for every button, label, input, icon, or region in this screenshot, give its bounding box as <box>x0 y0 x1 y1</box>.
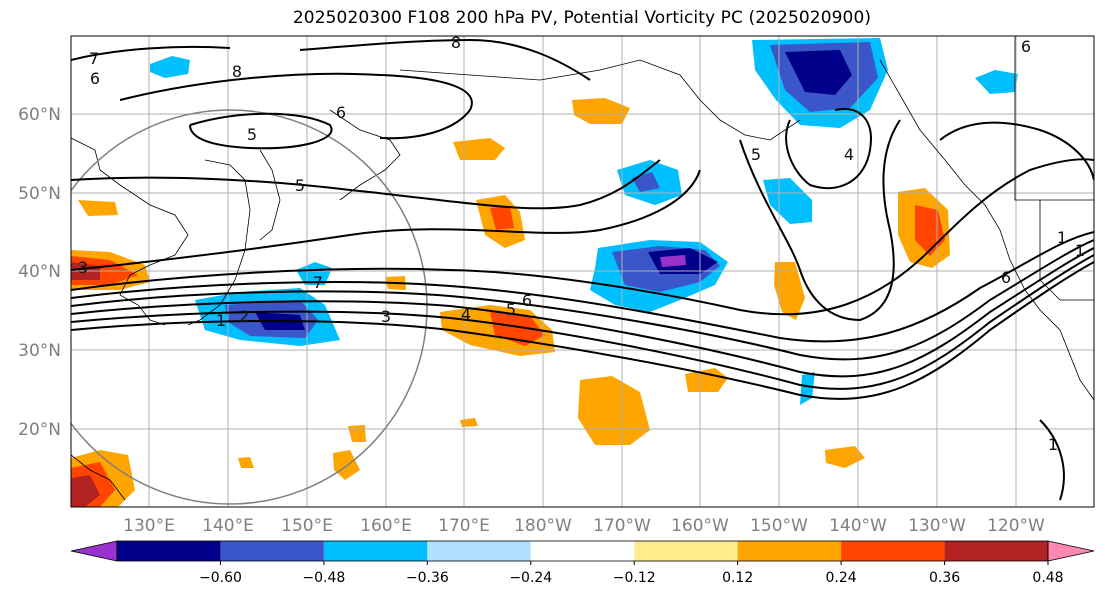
contour-label: 4 <box>844 145 854 164</box>
contour-label: 1 <box>1057 228 1067 247</box>
latitude-labels: 60°N 50°N 40°N 30°N 20°N <box>18 105 61 440</box>
lat-label: 50°N <box>18 184 61 204</box>
colorbar-swatch <box>117 541 221 561</box>
colorbar-swatch <box>944 541 1048 561</box>
neg-patch-nw <box>150 56 190 78</box>
colorbar-tick-label: −0.36 <box>406 570 449 586</box>
lon-label: 160°W <box>671 516 729 536</box>
longitude-labels: 130°E 140°E 150°E 160°E 170°E 180°W 170°W 160°W… <box>123 516 1045 536</box>
lon-label: 150°W <box>750 516 808 536</box>
contour-label: 8 <box>232 62 242 81</box>
lon-label: 140°E <box>202 516 254 536</box>
lon-label: 180°W <box>514 516 572 536</box>
map-frame <box>70 35 1095 508</box>
pv-shading <box>71 38 1018 507</box>
contour-label: 5 <box>295 176 305 195</box>
colorbar-tick-label: 0.36 <box>929 570 960 586</box>
contour-label: 8 <box>451 33 461 52</box>
contour-label: 5 <box>751 145 761 164</box>
lon-label: 170°E <box>438 516 490 536</box>
contour-label: 7 <box>89 49 99 68</box>
colorbar-swatch <box>634 541 738 561</box>
colorbar-tick-label: −0.48 <box>302 570 345 586</box>
contour-label: 1 <box>1048 435 1058 454</box>
lon-label: 140°W <box>829 516 887 536</box>
colorbar-extend-max <box>1047 540 1095 562</box>
contour-label: 6 <box>522 291 532 310</box>
colorbar-frame <box>116 540 1049 562</box>
chart-title: 2025020300 F108 200 hPa PV, Potential Vo… <box>292 8 872 28</box>
contour-label: 2 <box>239 307 249 326</box>
colorbar-tick-label: −0.24 <box>509 570 552 586</box>
contour-label: 4 <box>461 305 471 324</box>
highlight-circle <box>71 109 428 505</box>
pv-contours <box>71 38 1094 501</box>
neg-patch-gulf <box>763 178 812 224</box>
contour-label: 5 <box>506 300 516 319</box>
lon-label: 170°W <box>593 516 651 536</box>
colorbar-tick-label: 0.48 <box>1032 570 1063 586</box>
neg-patch-ne <box>975 70 1018 94</box>
lat-label: 40°N <box>18 262 61 282</box>
pos-patch-n <box>453 138 505 160</box>
lat-label: 20°N <box>18 420 61 440</box>
colorbar-tick-label: 0.24 <box>826 570 857 586</box>
colorbar-tick-label: −0.60 <box>199 570 242 586</box>
contour-label: 3 <box>381 307 391 326</box>
colorbar-extend-min <box>70 540 118 562</box>
contour-label: 1 <box>1075 241 1085 260</box>
colorbar-tick-label: 0.12 <box>722 570 753 586</box>
contour-label: 6 <box>1021 37 1031 56</box>
contour-label: 7 <box>313 273 323 292</box>
colorbar-swatch <box>737 541 842 561</box>
colorbar-swatch <box>841 541 945 561</box>
colorbar-swatch <box>323 541 428 561</box>
contour-label: 5 <box>247 125 257 144</box>
lon-label: 160°E <box>360 516 412 536</box>
contour-label: 1 <box>216 311 226 330</box>
lat-label: 30°N <box>18 341 61 361</box>
colorbar-swatch <box>530 541 635 561</box>
lon-label: 130°W <box>908 516 966 536</box>
neg-patch-small <box>296 262 332 285</box>
colorbar-swatch <box>427 541 531 561</box>
contour-label: 3 <box>78 258 88 277</box>
contour-label: 6 <box>1001 268 1011 287</box>
lon-label: 120°W <box>987 516 1045 536</box>
lon-label: 130°E <box>123 516 175 536</box>
lat-label: 60°N <box>18 105 61 125</box>
contour-label: 6 <box>336 103 346 122</box>
lon-label: 150°E <box>281 516 333 536</box>
coastlines <box>71 36 1094 501</box>
contour-label: 6 <box>90 69 100 88</box>
colorbar-tick-label: −0.12 <box>613 570 656 586</box>
colorbar: −0.60 −0.48 −0.36 −0.24 −0.12 0.12 0.24 0.36 0.4… <box>70 540 1095 586</box>
colorbar-swatch <box>220 541 324 561</box>
